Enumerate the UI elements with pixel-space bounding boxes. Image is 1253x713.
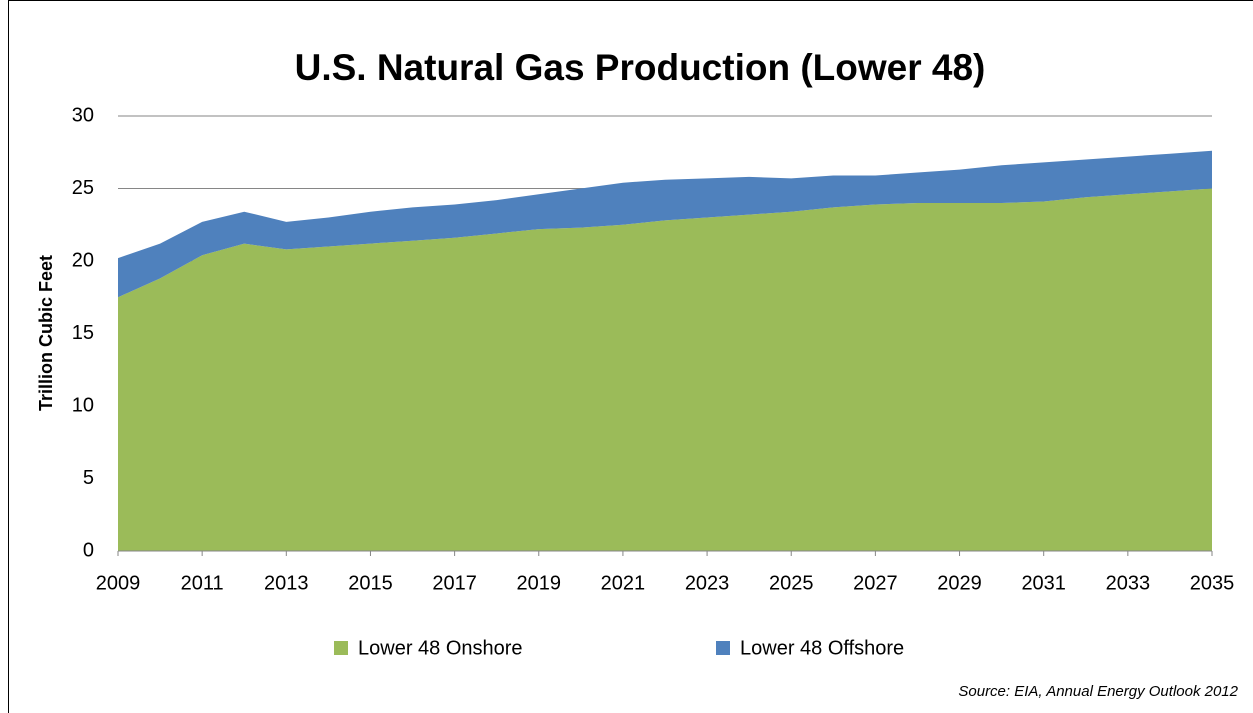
legend-label: Lower 48 Offshore	[740, 637, 904, 659]
source-note: Source: EIA, Annual Energy Outlook 2012	[958, 683, 1238, 700]
x-tick-label: 2035	[1190, 572, 1235, 594]
x-tick-label: 2013	[264, 572, 309, 594]
x-tick-label: 2015	[348, 572, 393, 594]
area	[118, 150, 1212, 298]
y-tick-label: 20	[72, 249, 94, 271]
legend-swatch	[716, 641, 730, 655]
y-axis-label: Trillion Cubic Feet	[36, 255, 56, 411]
x-tick-label: 2011	[181, 572, 224, 594]
y-tick-label: 0	[83, 539, 94, 561]
x-tick-label: 2027	[853, 572, 898, 594]
x-tick-label: 2009	[96, 572, 141, 594]
legend-label: Lower 48 Onshore	[358, 637, 523, 659]
x-tick-label: 2033	[1106, 572, 1151, 594]
x-tick-label: 2029	[937, 572, 982, 594]
y-tick-label: 15	[72, 322, 94, 344]
x-tick-label: 2019	[517, 572, 562, 594]
legend-swatch	[334, 641, 348, 655]
chart-title: U.S. Natural Gas Production (Lower 48)	[295, 47, 986, 88]
chart-border	[8, 0, 1253, 713]
x-tick-label: 2023	[685, 572, 730, 594]
y-tick-label: 25	[72, 177, 94, 199]
y-tick-label: 30	[72, 104, 94, 126]
area	[118, 188, 1212, 551]
x-tick-label: 2021	[601, 572, 646, 594]
y-tick-label: 5	[83, 467, 94, 489]
y-tick-label: 10	[72, 394, 94, 416]
x-tick-label: 2017	[432, 572, 477, 594]
x-tick-label: 2025	[769, 572, 814, 594]
x-tick-label: 2031	[1021, 572, 1066, 594]
